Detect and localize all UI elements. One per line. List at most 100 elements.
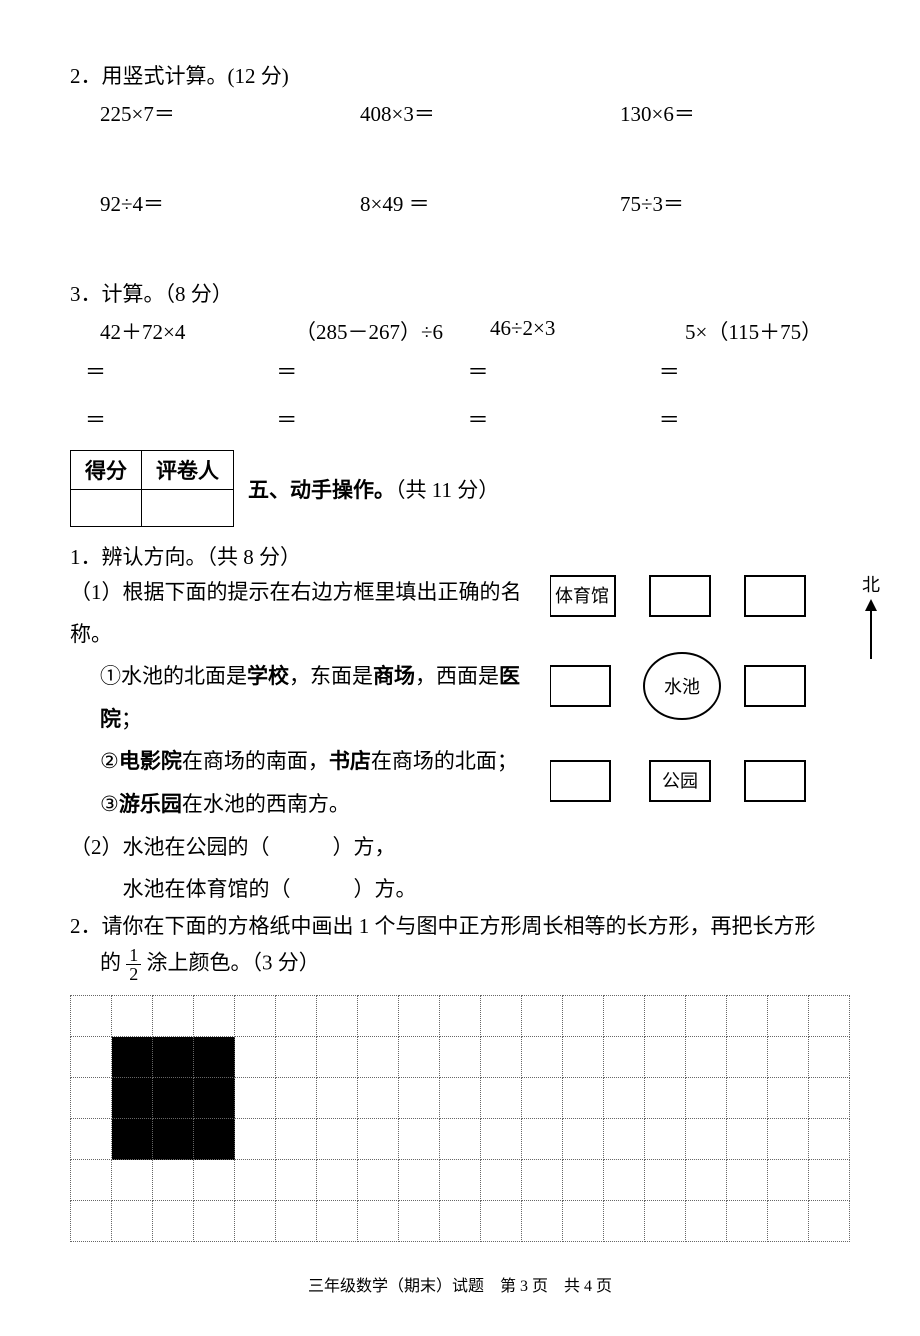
grid-cell[interactable] <box>645 1119 686 1160</box>
grid-cell[interactable] <box>481 996 522 1037</box>
grid-cell[interactable] <box>399 1201 440 1242</box>
grid-cell[interactable] <box>112 996 153 1037</box>
grid-cell[interactable] <box>194 996 235 1037</box>
grid-cell[interactable] <box>317 1078 358 1119</box>
grid-cell[interactable] <box>358 1037 399 1078</box>
grid-cell[interactable] <box>399 1078 440 1119</box>
grid-cell[interactable] <box>317 1037 358 1078</box>
grid-cell[interactable] <box>358 1201 399 1242</box>
grid-cell[interactable] <box>235 996 276 1037</box>
grid-cell[interactable] <box>194 1160 235 1201</box>
grid-cell[interactable] <box>440 1037 481 1078</box>
grid-cell[interactable] <box>194 1037 235 1078</box>
grid-cell[interactable] <box>522 1201 563 1242</box>
grid-cell[interactable] <box>71 1078 112 1119</box>
grid-cell[interactable] <box>563 1119 604 1160</box>
grid-cell[interactable] <box>440 996 481 1037</box>
grid-cell[interactable] <box>276 1078 317 1119</box>
grid-cell[interactable] <box>686 1160 727 1201</box>
grid-cell[interactable] <box>481 1119 522 1160</box>
grid-cell[interactable] <box>481 1078 522 1119</box>
grid-cell[interactable] <box>686 1078 727 1119</box>
grid-cell[interactable] <box>317 1201 358 1242</box>
grid-cell[interactable] <box>112 1119 153 1160</box>
grid-cell[interactable] <box>809 1078 850 1119</box>
grid-cell[interactable] <box>522 996 563 1037</box>
grid-cell[interactable] <box>235 1119 276 1160</box>
grader-cell[interactable] <box>142 490 234 527</box>
grid-cell[interactable] <box>645 1201 686 1242</box>
grid-cell[interactable] <box>768 996 809 1037</box>
grid-cell[interactable] <box>71 1119 112 1160</box>
grid-cell[interactable] <box>809 996 850 1037</box>
grid-cell[interactable] <box>563 1078 604 1119</box>
grid-cell[interactable] <box>481 1201 522 1242</box>
grid-cell[interactable] <box>71 1160 112 1201</box>
grid-cell[interactable] <box>276 1201 317 1242</box>
grid-cell[interactable] <box>686 996 727 1037</box>
grid-cell[interactable] <box>194 1119 235 1160</box>
grid-cell[interactable] <box>276 1037 317 1078</box>
grid-cell[interactable] <box>645 1078 686 1119</box>
grid-cell[interactable] <box>768 1201 809 1242</box>
grid-cell[interactable] <box>112 1037 153 1078</box>
grid-cell[interactable] <box>522 1078 563 1119</box>
grid-cell[interactable] <box>768 1160 809 1201</box>
grid-cell[interactable] <box>440 1119 481 1160</box>
grid-cell[interactable] <box>317 1119 358 1160</box>
grid-cell[interactable] <box>358 1119 399 1160</box>
grid-cell[interactable] <box>645 996 686 1037</box>
grid-cell[interactable] <box>686 1037 727 1078</box>
grid-cell[interactable] <box>153 1078 194 1119</box>
grid-cell[interactable] <box>235 1160 276 1201</box>
grid-cell[interactable] <box>727 1201 768 1242</box>
grid-cell[interactable] <box>153 1160 194 1201</box>
grid-cell[interactable] <box>235 1037 276 1078</box>
grid-cell[interactable] <box>522 1119 563 1160</box>
grid-cell[interactable] <box>768 1078 809 1119</box>
grid-cell[interactable] <box>563 1201 604 1242</box>
grid-cell[interactable] <box>563 996 604 1037</box>
grid-cell[interactable] <box>399 1119 440 1160</box>
grid-cell[interactable] <box>276 996 317 1037</box>
grid-cell[interactable] <box>440 1160 481 1201</box>
grid-cell[interactable] <box>645 1160 686 1201</box>
grid-cell[interactable] <box>604 1078 645 1119</box>
grid-cell[interactable] <box>317 1160 358 1201</box>
grid-cell[interactable] <box>809 1201 850 1242</box>
grid-cell[interactable] <box>727 1037 768 1078</box>
grid-cell[interactable] <box>194 1201 235 1242</box>
grid-cell[interactable] <box>440 1078 481 1119</box>
grid-cell[interactable] <box>727 996 768 1037</box>
grid-cell[interactable] <box>235 1078 276 1119</box>
grid-cell[interactable] <box>645 1037 686 1078</box>
grid-cell[interactable] <box>727 1119 768 1160</box>
grid-cell[interactable] <box>112 1160 153 1201</box>
grid-cell[interactable] <box>481 1160 522 1201</box>
grid-cell[interactable] <box>604 1201 645 1242</box>
grid-cell[interactable] <box>604 1037 645 1078</box>
grid-cell[interactable] <box>686 1119 727 1160</box>
grid-cell[interactable] <box>563 1037 604 1078</box>
grid-cell[interactable] <box>153 1119 194 1160</box>
grid-cell[interactable] <box>440 1201 481 1242</box>
grid-cell[interactable] <box>153 996 194 1037</box>
grid-cell[interactable] <box>768 1037 809 1078</box>
grid-cell[interactable] <box>235 1201 276 1242</box>
grid-cell[interactable] <box>809 1037 850 1078</box>
grid-cell[interactable] <box>71 1201 112 1242</box>
grid-cell[interactable] <box>481 1037 522 1078</box>
grid-cell[interactable] <box>194 1078 235 1119</box>
grid-cell[interactable] <box>71 996 112 1037</box>
grid-cell[interactable] <box>727 1078 768 1119</box>
grid-cell[interactable] <box>768 1119 809 1160</box>
grid-cell[interactable] <box>276 1160 317 1201</box>
score-cell[interactable] <box>71 490 142 527</box>
grid-cell[interactable] <box>358 1160 399 1201</box>
grid-cell[interactable] <box>604 1119 645 1160</box>
grid-cell[interactable] <box>809 1119 850 1160</box>
grid-cell[interactable] <box>399 996 440 1037</box>
grid-cell[interactable] <box>522 1160 563 1201</box>
grid-cell[interactable] <box>563 1160 604 1201</box>
grid-cell[interactable] <box>112 1078 153 1119</box>
